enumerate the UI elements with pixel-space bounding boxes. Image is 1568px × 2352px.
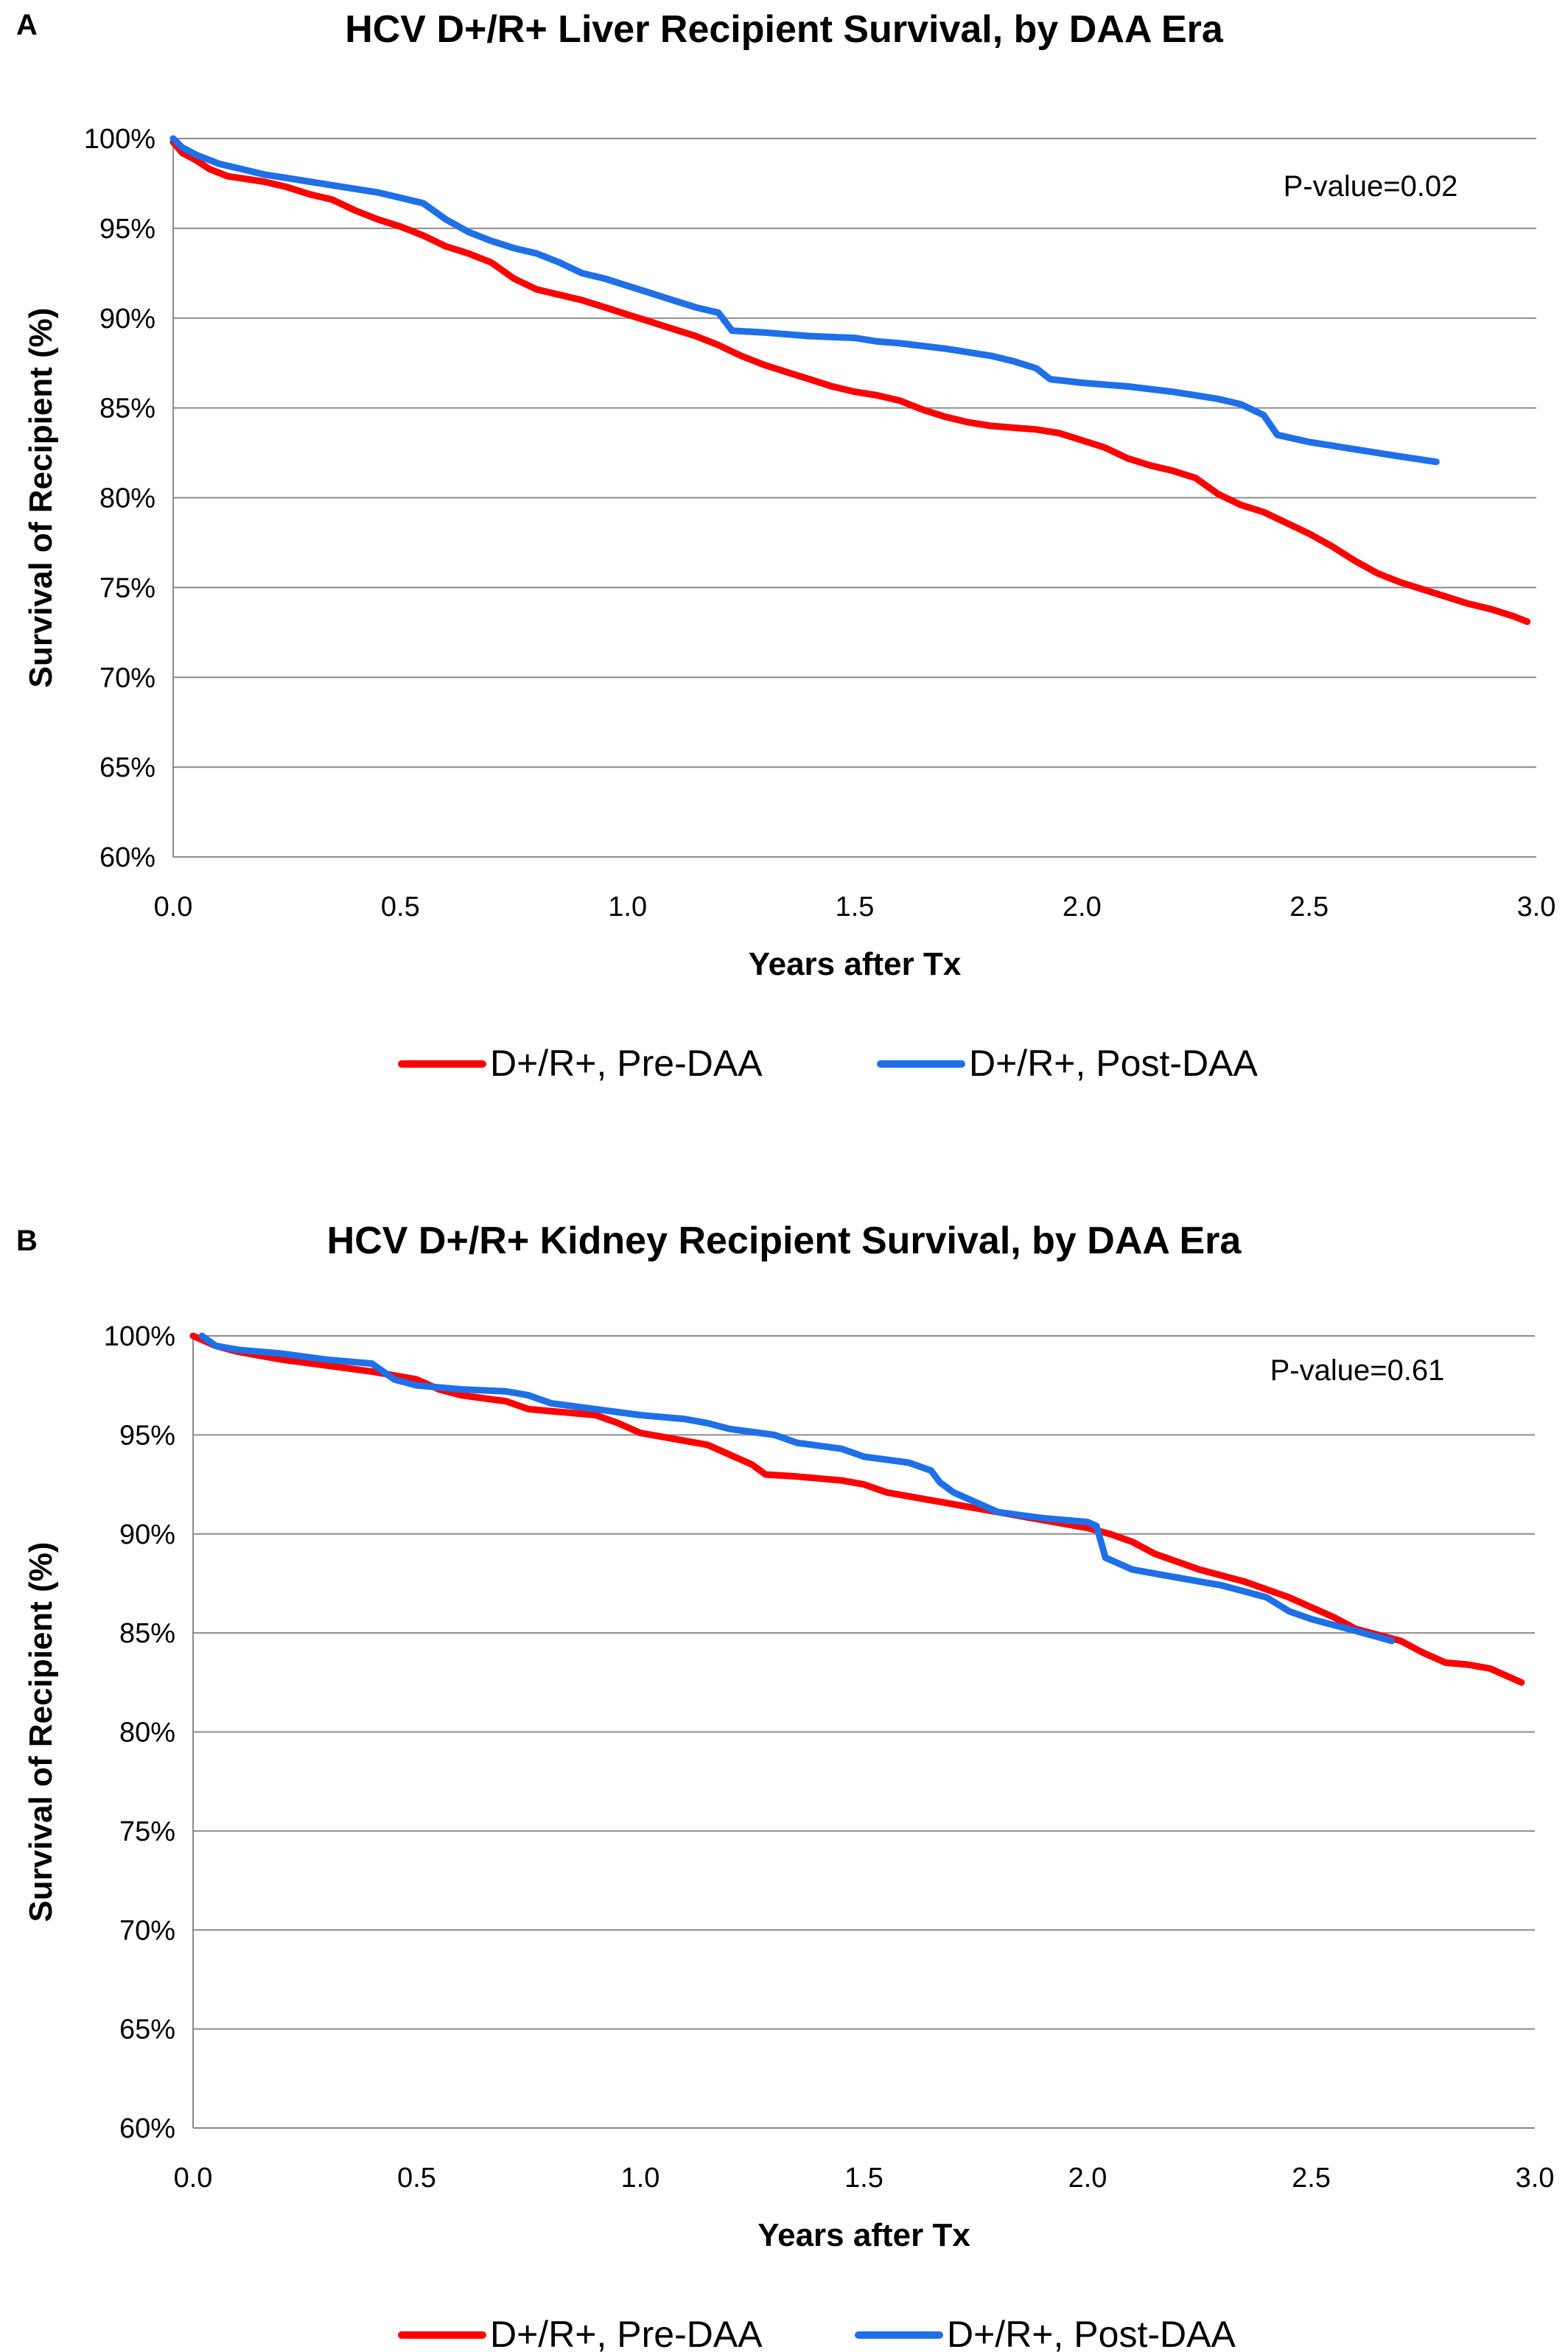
x-tick-label: 0.5 [381, 892, 420, 923]
y-tick-label: 90% [99, 304, 155, 335]
y-tick-label: 65% [99, 752, 155, 783]
series-line-post-daa [169, 135, 1440, 466]
y-tick-label: 85% [99, 393, 155, 424]
x-tick-label: 0.5 [397, 2163, 436, 2194]
legend-label: D+/R+, Pre-DAA [490, 2314, 763, 2352]
p-value-annotation: P-value=0.61 [1270, 1354, 1445, 1387]
y-tick-label: 80% [119, 1718, 175, 1749]
y-tick-label: 65% [119, 2015, 175, 2045]
legend-label: D+/R+, Pre-DAA [490, 1043, 763, 1084]
x-tick-label: 1.0 [621, 2163, 660, 2194]
panel-letter-b: B [16, 1225, 38, 1257]
panel-b: B HCV D+/R+ Kidney Recipient Survival, b… [0, 1194, 1568, 2352]
x-tick-label: 3.0 [1516, 2163, 1555, 2194]
y-tick-label: 90% [119, 1519, 175, 1550]
y-tick-label: 95% [99, 214, 155, 245]
legend-label: D+/R+, Post-DAA [969, 1043, 1258, 1084]
x-tick-label: 2.0 [1068, 2163, 1107, 2194]
x-tick-label: 2.5 [1292, 2163, 1331, 2194]
y-tick-label: 75% [99, 573, 155, 603]
legend-label: D+/R+, Post-DAA [947, 2314, 1236, 2352]
chart-a: 60% 65% 70% 75% 80% 85% 90% 95% 100% 0.0 0.5 1.0 1.5… [23, 124, 1556, 1084]
y-tick-label: 80% [99, 483, 155, 514]
chart-title-b: HCV D+/R+ Kidney Recipient Survival, by … [326, 1219, 1242, 1262]
series-line-pre-daa [189, 1332, 1525, 1686]
x-tick-label: 1.5 [844, 2163, 883, 2194]
p-value-annotation: P-value=0.02 [1284, 170, 1458, 203]
panel-a: A HCV D+/R+ Liver Recipient Survival, by… [0, 0, 1568, 1149]
x-tick-label: 0.0 [154, 892, 193, 923]
y-tick-label: 60% [99, 842, 155, 873]
y-tick-label: 70% [119, 1915, 175, 1946]
y-tick-label: 75% [119, 1816, 175, 1847]
x-tick-label: 1.5 [836, 892, 875, 923]
x-tick-label: 3.0 [1517, 892, 1556, 923]
chart-title-a: HCV D+/R+ Liver Recipient Survival, by D… [345, 8, 1223, 51]
panel-letter-a: A [16, 9, 38, 41]
x-tick-label: 0.0 [174, 2163, 213, 2194]
x-axis-title: Years after Tx [749, 946, 962, 982]
y-tick-label: 85% [119, 1618, 175, 1649]
series-line-post-daa [198, 1332, 1396, 1645]
y-tick-label: 100% [84, 124, 155, 155]
x-tick-label: 2.0 [1063, 892, 1102, 923]
y-axis-title: Survival of Recipient (%) [23, 308, 59, 688]
series-line-pre-daa [169, 139, 1531, 626]
y-tick-label: 70% [99, 662, 155, 693]
y-tick-label: 60% [119, 2113, 175, 2144]
y-tick-label: 100% [104, 1321, 175, 1352]
chart-b: 60% 65% 70% 75% 80% 85% 90% 95% 100% 0.0 0.5 1.0 1.5… [23, 1321, 1555, 2352]
x-tick-label: 2.5 [1289, 892, 1329, 923]
x-axis-title: Years after Tx [757, 2217, 970, 2253]
x-tick-label: 1.0 [608, 892, 647, 923]
y-axis-title: Survival of Recipient (%) [23, 1542, 59, 1922]
y-tick-label: 95% [119, 1420, 175, 1451]
